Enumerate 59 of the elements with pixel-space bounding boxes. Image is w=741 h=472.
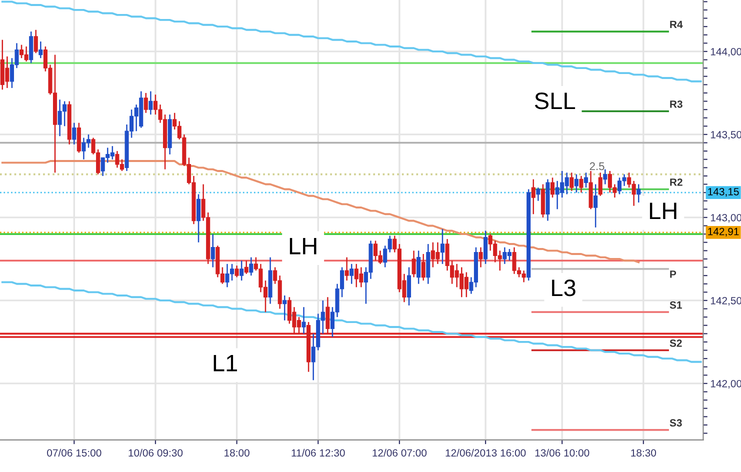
candlestick [636, 184, 641, 204]
annotation: L1 [214, 354, 238, 372]
x-tick-label: 12/06/2013 16:00 [446, 448, 526, 457]
candlestick [478, 246, 483, 268]
candlestick [598, 172, 602, 197]
x-tick-label: 11/06 12:30 [292, 448, 345, 457]
ref-line-label: S1 [670, 301, 682, 309]
x-tick-label: 07/06 15:00 [47, 448, 102, 457]
x-tick-label: 18:30 [631, 449, 656, 457]
ref-line-label: R4 [670, 20, 683, 28]
candlestick [38, 40, 43, 59]
candlestick [550, 176, 555, 198]
annotation: LH [650, 202, 676, 220]
candlestick [344, 256, 349, 282]
annotation: L3 [552, 280, 576, 296]
candlestick [144, 92, 148, 114]
candlestick [412, 250, 416, 278]
line-series [1, 0, 702, 82]
candlestick [210, 233, 215, 268]
ref-line-label: 143,15 [708, 188, 739, 197]
candlestick [484, 230, 488, 265]
candlestick [196, 194, 201, 243]
ref-line-label: S3 [670, 419, 682, 427]
candlestick [234, 264, 239, 278]
candlestick [148, 90, 153, 116]
candlestick [603, 168, 608, 185]
ref-line-label: R3 [670, 100, 682, 108]
candlestick [76, 122, 81, 154]
x-tick-label: 10/06 09:30 [128, 448, 183, 457]
candlestick [29, 30, 34, 64]
candlestick [536, 186, 540, 202]
candlestick [574, 174, 578, 194]
ref-line-label: P [670, 270, 676, 278]
x-tick-label: 13/06 10:00 [535, 448, 590, 457]
ref-line-label: 142,91 [708, 228, 739, 236]
candlestick [34, 29, 38, 54]
x-tick-label: 18:00 [224, 449, 250, 457]
candlestick [244, 260, 248, 275]
candlestick [302, 306, 306, 334]
x-tick-label: 12/06 07:00 [372, 448, 427, 457]
candlestick [240, 260, 244, 282]
candlestick [531, 178, 536, 215]
candlestick [350, 263, 354, 284]
annotation: LH [290, 238, 316, 254]
candlestick [579, 175, 584, 194]
annotation: 2.5 [590, 162, 604, 170]
candlestick [282, 294, 287, 322]
candlestick [594, 184, 598, 228]
candlestick [570, 172, 574, 192]
candlestick [584, 172, 588, 188]
candlestick [440, 228, 445, 265]
candlestick [406, 266, 412, 306]
ref-line-label: R2 [670, 178, 682, 186]
ref-line-label: S2 [670, 340, 682, 347]
candlestick [249, 256, 254, 276]
candlestick [421, 253, 426, 282]
candlestick [416, 250, 421, 284]
candlestick [72, 122, 76, 146]
annotation: SLL [534, 92, 576, 110]
